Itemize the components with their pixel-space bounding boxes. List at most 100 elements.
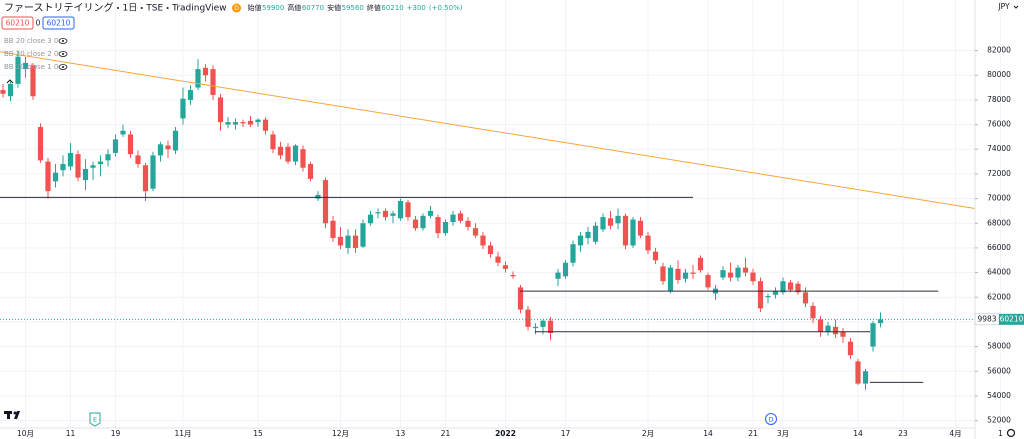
candle-body — [810, 305, 816, 319]
candle-body — [757, 281, 764, 309]
candle-body — [30, 65, 36, 97]
candle-body — [540, 320, 546, 327]
candle-body — [832, 326, 839, 335]
candle-body — [765, 296, 771, 298]
candle-body — [300, 149, 306, 168]
y-tick-label: 56000 — [987, 366, 1011, 375]
y-tick-label: 52000 — [987, 416, 1011, 425]
candle-body — [67, 152, 74, 167]
collapse-arrow[interactable] — [6, 79, 14, 84]
separator-dot — [117, 7, 119, 9]
candle-body — [225, 122, 231, 125]
candle-body — [262, 119, 269, 131]
candle-body — [390, 213, 396, 216]
y-tick-label: 82000 — [987, 46, 1011, 55]
x-tick-label: 21 — [441, 429, 451, 438]
x-tick-label: 10月 — [17, 429, 34, 438]
candle-body — [397, 201, 404, 219]
x-tick-label: 14 — [703, 429, 713, 438]
candle-body — [412, 219, 419, 229]
candle-body — [157, 144, 164, 156]
chart-title: ファーストリテイリング — [4, 1, 114, 14]
logo — [4, 411, 20, 419]
buy-box[interactable] — [42, 16, 75, 30]
eye-pupil — [62, 40, 64, 42]
candle-body — [345, 235, 351, 248]
ohlc-value: 59560 — [342, 4, 364, 12]
y-tick-label: 78000 — [987, 95, 1011, 104]
separator-dot — [166, 7, 169, 9]
candle-body — [247, 120, 254, 125]
event-marker[interactable] — [89, 412, 101, 427]
candle-body — [7, 83, 14, 97]
separator-dot — [140, 7, 143, 9]
candle-body — [585, 231, 591, 239]
candle-body — [615, 215, 621, 224]
settings-icon[interactable] — [1006, 428, 1016, 438]
plot — [0, 50, 976, 390]
candle-body — [660, 266, 666, 282]
candle-body — [382, 210, 389, 218]
currency-label[interactable]: JPY — [997, 2, 1010, 11]
y-tick-label: 58000 — [987, 342, 1011, 351]
y-tick-label: 62000 — [987, 292, 1011, 301]
y-tick-label: 70000 — [987, 194, 1011, 203]
candle-body — [780, 281, 786, 293]
candle-body — [645, 235, 651, 251]
exchange: TSE — [145, 4, 163, 14]
buy-price[interactable]: 60210 — [47, 19, 71, 28]
x-tick-label: 1 — [998, 429, 1003, 438]
candle-body — [675, 268, 681, 280]
candle-body — [630, 219, 636, 246]
x-tick-label: 3月 — [777, 429, 789, 438]
candle-body — [75, 154, 81, 178]
candle-body — [435, 217, 441, 234]
interval: 1日 — [123, 3, 138, 14]
candle-body — [127, 134, 134, 155]
y-tick-label: 72000 — [987, 169, 1011, 178]
currency-chevron — [1013, 5, 1019, 9]
eye-icon[interactable] — [58, 64, 68, 70]
candle-body — [705, 275, 711, 288]
eye-pupil — [62, 53, 64, 55]
candle-body — [37, 127, 44, 161]
candle-body — [60, 164, 66, 171]
candle-body — [450, 214, 456, 223]
y-tick-label: 74000 — [987, 144, 1011, 153]
candle-body — [690, 272, 696, 274]
candle-body — [637, 220, 644, 236]
eye-icon[interactable] — [58, 38, 68, 44]
candle-body — [472, 228, 479, 236]
candle-body — [622, 215, 629, 246]
candle-body — [277, 146, 284, 156]
candle-body — [112, 139, 119, 153]
candle-body — [97, 161, 104, 165]
y-tick-label: 76000 — [987, 120, 1011, 129]
event-label: E — [93, 416, 97, 424]
sell-box[interactable] — [1, 16, 34, 30]
ohlc-value: 60770 — [302, 4, 324, 12]
candle-body — [825, 325, 831, 332]
x-tick-label: 15 — [253, 429, 263, 438]
candle-body — [802, 292, 809, 304]
spread: 0 — [36, 19, 41, 28]
candle-body — [22, 62, 29, 70]
candle-body — [255, 119, 261, 123]
indicator-label[interactable]: BB 20 close 2 0 — [4, 50, 58, 58]
candle-body — [525, 309, 531, 327]
candle-body — [367, 214, 374, 224]
last-price-label: 60210 — [1000, 314, 1024, 323]
change-percent: (+0.50%) — [429, 4, 463, 12]
event-marker[interactable] — [765, 413, 777, 425]
indicator-label[interactable]: BB 20 close 3 0 — [4, 37, 58, 45]
candle-body — [165, 145, 171, 150]
candle-body — [742, 267, 749, 273]
candle-body — [735, 267, 741, 278]
x-tick-label: 2月 — [642, 429, 654, 438]
sell-price[interactable]: 60210 — [6, 19, 30, 28]
x-tick-label: 2022 — [495, 429, 516, 438]
eye-icon[interactable] — [58, 51, 68, 57]
event-label: D — [768, 416, 773, 424]
indicator-label[interactable]: BB 20 close 1 0 — [4, 63, 58, 71]
candle-body — [577, 235, 584, 246]
